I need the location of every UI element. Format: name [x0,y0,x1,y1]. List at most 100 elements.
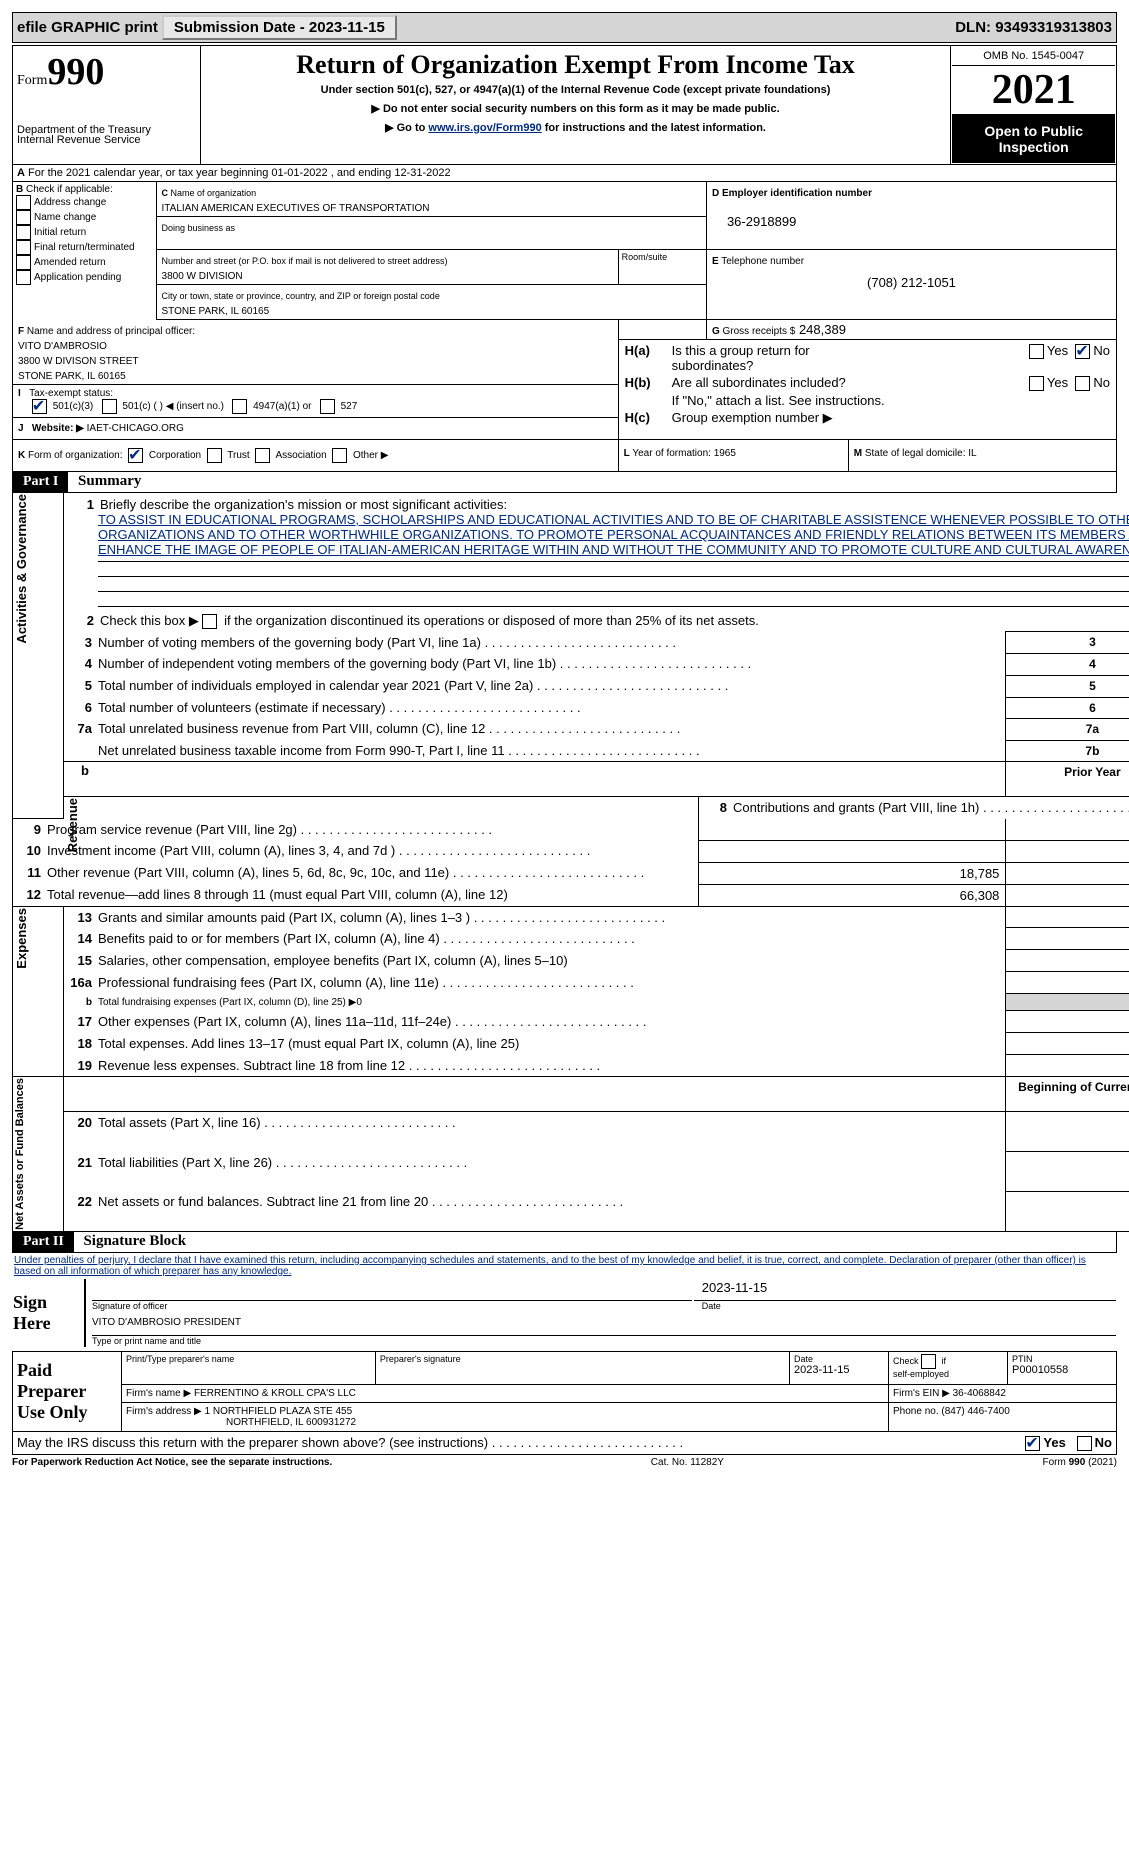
q1-text: Briefly describe the organization's miss… [100,497,507,512]
summary-table: Activities & Governance 1 Briefly descri… [12,493,1129,1232]
officer-street: 3800 W DIVISON STREET [18,356,139,367]
r6-num: 6 [1006,697,1129,718]
r7a-num: 7a [1006,718,1129,740]
r20-text: Total assets (Part X, line 16) [98,1115,261,1130]
dba-label: Doing business as [162,223,236,233]
form-word: Form [17,73,47,88]
checkbox-address-change[interactable] [16,195,31,210]
submission-date-button[interactable]: Submission Date - 2023-11-15 [162,15,397,40]
checkbox-self-employed[interactable] [921,1354,936,1369]
checkbox-amended[interactable] [16,255,31,270]
i-a1: 4947(a)(1) or [253,401,311,412]
phone: (847) 446-7400 [941,1406,1009,1417]
checkbox-discuss-no[interactable] [1077,1436,1092,1451]
ptin-val: P00010558 [1012,1364,1068,1376]
row-5: 5Total number of individuals employed in… [13,675,1129,697]
officer-city: STONE PARK, IL 60165 [18,371,126,382]
checkbox-q2[interactable] [202,614,217,629]
r9-text: Program service revenue (Part VIII, line… [47,822,297,837]
top-bar: efile GRAPHIC print Submission Date - 20… [12,12,1117,43]
vert-revenue: Revenue [65,798,80,852]
firm-ein-label: Firm's EIN ▶ [893,1388,950,1399]
r19-text: Revenue less expenses. Subtract line 18 … [98,1058,405,1073]
form990-link[interactable]: www.irs.gov/Form990 [428,122,541,134]
part-ii-header: Part II [13,1232,74,1252]
telephone: (708) 212-1051 [712,275,1111,290]
checkbox-trust[interactable] [207,448,222,463]
checkbox-final-return[interactable] [16,240,31,255]
org-info-section: A For the 2021 calendar year, or tax yea… [12,164,1117,472]
form-number: 990 [47,51,104,93]
r18-text: Total expenses. Add lines 13–17 (must eq… [98,1036,519,1051]
e-label: Telephone number [721,256,804,267]
b-label: B [16,184,23,195]
m-label: State of legal domicile: [865,448,968,459]
r10-p [698,840,1005,862]
room-label: Room/suite [618,250,706,285]
vert-activities: Activities & Governance [14,494,29,644]
prep-date: 2023-11-15 [794,1364,849,1376]
checkbox-501c[interactable] [102,399,117,414]
checkbox-ha-no[interactable] [1075,344,1090,359]
goto-prefix: Go to [397,122,429,134]
k-trust: Trust [227,450,249,461]
k-corp: Corporation [149,450,201,461]
discuss-no: No [1095,1435,1112,1450]
prep-date-label: Date [794,1354,813,1364]
r18-p: 52,584 [1006,1033,1129,1055]
q2-text: if the organization discontinued its ope… [224,613,759,628]
r12-text: Total revenue—add lines 8 through 11 (mu… [47,887,508,902]
phone-label: Phone no. [893,1406,941,1417]
discuss-text: May the IRS discuss this return with the… [17,1435,488,1450]
checkbox-assoc[interactable] [255,448,270,463]
b-name: Name change [34,212,96,223]
i-527: 527 [341,401,358,412]
r4-text: Number of independent voting members of … [98,656,556,671]
firm-addr1: 1 NORTHFIELD PLAZA STE 455 [205,1406,353,1417]
checkbox-initial-return[interactable] [16,225,31,240]
j-label: Website: ▶ [32,423,84,434]
checkbox-other[interactable] [332,448,347,463]
preparer-table: Paid Preparer Use Only Print/Type prepar… [12,1351,1117,1432]
firm-ein: 36-4068842 [953,1388,1006,1399]
r15-p [1006,950,1129,972]
checkbox-discuss-yes[interactable] [1025,1436,1040,1451]
declaration-text[interactable]: Under penalties of perjury, I declare th… [12,1253,1117,1279]
r17-text: Other expenses (Part IX, column (A), lin… [98,1014,451,1029]
hc-text: Group exemption number ▶ [671,409,1111,427]
checkbox-ha-yes[interactable] [1029,344,1044,359]
r7b-text: Net unrelated business taxable income fr… [98,743,505,758]
street: 3800 W DIVISION [162,271,243,282]
r9-c: 0 [1006,819,1129,841]
r3-num: 3 [1006,632,1129,654]
k-assoc: Association [276,450,327,461]
g-label: Gross receipts $ [723,326,796,337]
checkbox-name-change[interactable] [16,210,31,225]
checkbox-4947[interactable] [232,399,247,414]
row-7b: Net unrelated business taxable income fr… [13,740,1129,762]
form-header: Form990 Department of the Treasury Inter… [12,45,1117,165]
vert-expenses: Expenses [14,908,29,969]
checkbox-hb-yes[interactable] [1029,376,1044,391]
c-name-label: Name of organization [171,188,257,198]
r16a-text: Professional fundraising fees (Part IX, … [98,975,439,990]
checkbox-501c3[interactable] [32,399,47,414]
r7a-text: Total unrelated business revenue from Pa… [98,721,485,736]
firm-name: FERRENTINO & KROLL CPA'S LLC [194,1388,356,1399]
paid-preparer-label: Paid Preparer Use Only [13,1351,122,1431]
checkbox-527[interactable] [320,399,335,414]
checkbox-hb-no[interactable] [1075,376,1090,391]
l-val: 1965 [714,448,736,459]
r5-num: 5 [1006,675,1129,697]
gross-receipts: 248,389 [799,322,846,337]
vert-netassets: Net Assets or Fund Balances [14,1078,26,1230]
org-name: ITALIAN AMERICAN EXECUTIVES OF TRANSPORT… [162,203,430,214]
mission-statement[interactable]: TO ASSIST IN EDUCATIONAL PROGRAMS, SCHOL… [70,512,1129,557]
checkbox-app-pending[interactable] [16,270,31,285]
r21-text: Total liabilities (Part X, line 26) [98,1155,272,1170]
ha-text2: subordinates? [672,358,754,373]
b-amended: Amended return [34,257,106,268]
tax-year: 2021 [992,67,1076,113]
row-7a: 7a Total unrelated business revenue from … [13,718,1129,740]
checkbox-corp[interactable] [128,448,143,463]
